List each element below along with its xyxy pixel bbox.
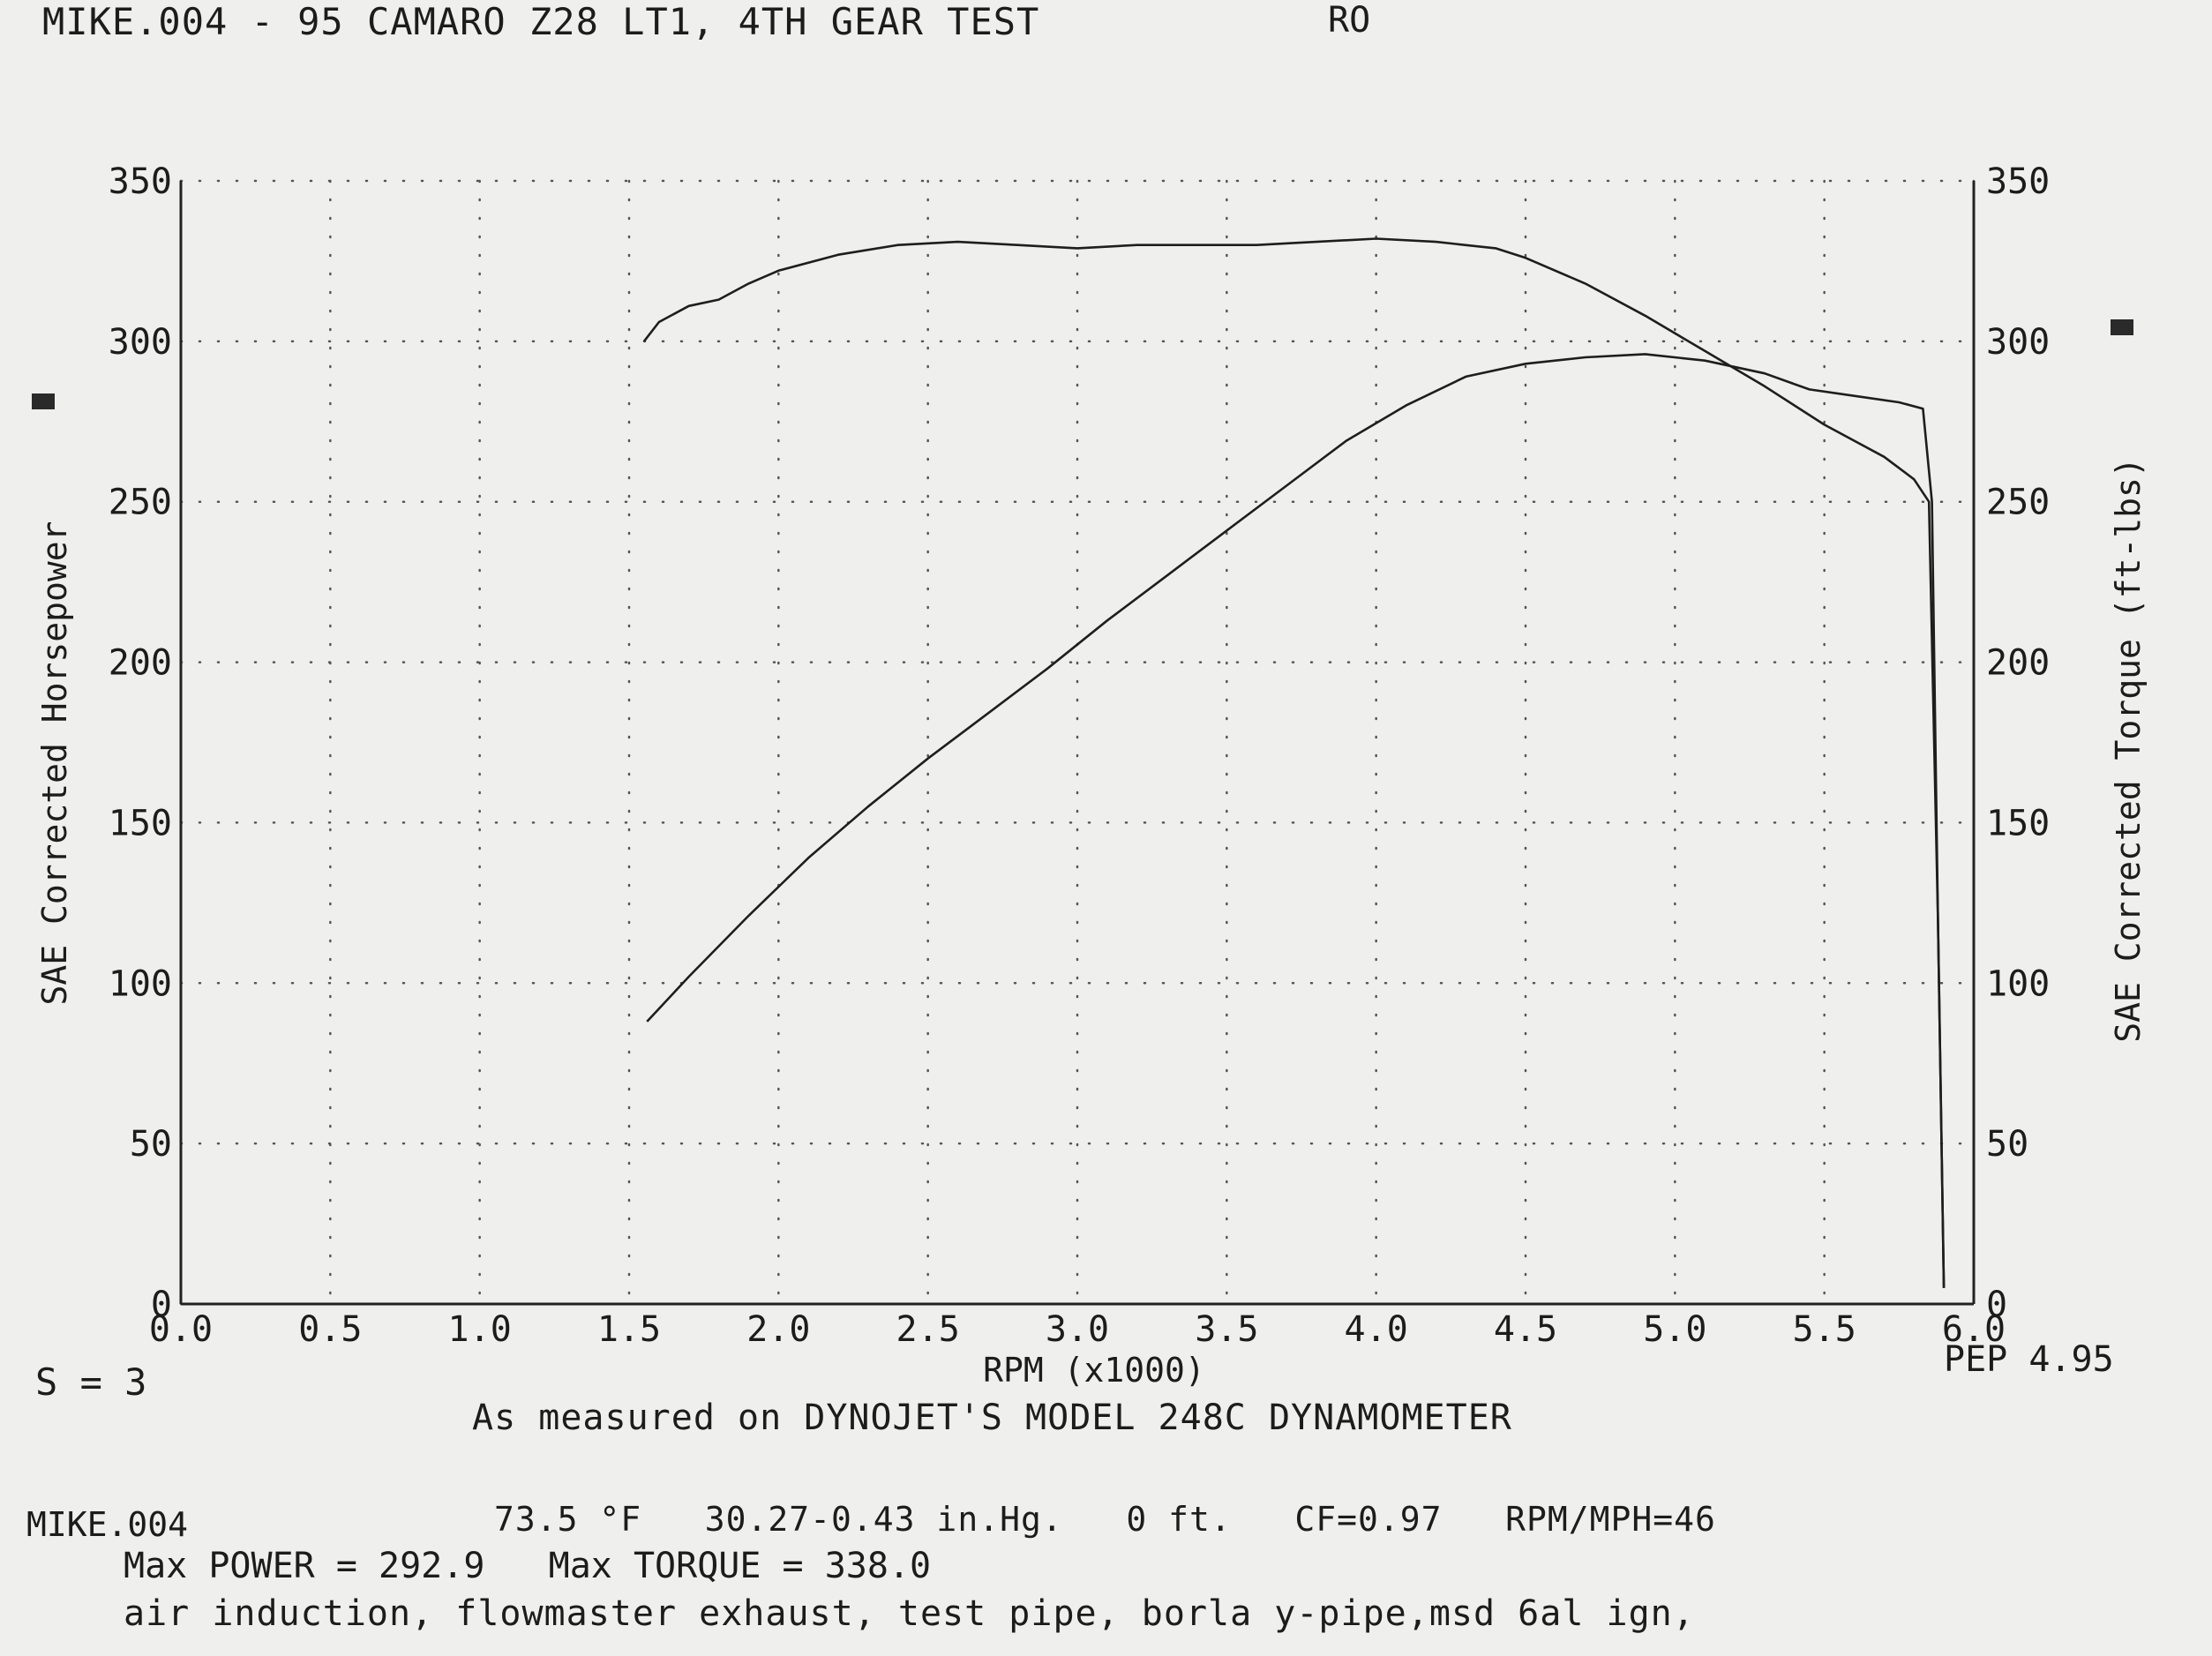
y-tick-label-left: 0 [151, 1285, 172, 1325]
run-id: MIKE.004 [26, 1505, 189, 1544]
x-tick-label: 0.0 [149, 1309, 213, 1350]
x-tick-label: 0.5 [298, 1309, 362, 1350]
horsepower-legend-marker [32, 393, 55, 409]
x-tick-label: 5.0 [1643, 1309, 1706, 1350]
y-tick-label-right: 150 [1986, 803, 2050, 843]
y-tick-label-left: 350 [109, 161, 172, 202]
x-tick-label: 2.5 [896, 1309, 960, 1350]
x-tick-label: 4.5 [1494, 1309, 1557, 1350]
y-tick-label-right: 300 [1986, 322, 2050, 363]
horsepower-curve [646, 353, 1946, 1288]
grid [179, 179, 1976, 1306]
x-tick-label: 2.0 [746, 1309, 810, 1350]
test-conditions: 73.5 °F 30.27-0.43 in.Hg. 0 ft. CF=0.97 … [494, 1500, 1716, 1539]
y-tick-label-right: 0 [1986, 1285, 2007, 1325]
y-axis-label-right: SAE Corrected Torque (ft-lbs) [2109, 457, 2148, 1042]
y-tick-label-left: 150 [109, 803, 172, 843]
max-values: Max POWER = 292.9 Max TORQUE = 338.0 [124, 1546, 932, 1586]
y-tick-label-right: 50 [1986, 1124, 2028, 1165]
axes [179, 181, 1976, 1306]
x-tick-label: 5.5 [1793, 1309, 1856, 1350]
y-tick-label-left: 250 [109, 483, 172, 523]
smoothing-value: S = 3 [35, 1360, 147, 1404]
x-axis-label: RPM (x1000) [983, 1351, 1205, 1390]
torque-legend-marker [2111, 319, 2133, 335]
modifications-list: air induction, flowmaster exhaust, test … [124, 1593, 1695, 1634]
x-tick-label: 4.0 [1345, 1309, 1408, 1350]
y-tick-label-right: 350 [1986, 161, 2050, 202]
y-tick-label-right: 100 [1986, 963, 2050, 1004]
x-tick-label: 3.0 [1046, 1309, 1109, 1350]
ticks: 0.0 0.5 1.0 1.5 2.0 2.5 3.0 3.5 4.0 4.5 5.0 5.5 6.00… [109, 161, 2051, 1350]
y-tick-label-left: 50 [130, 1124, 172, 1165]
series [642, 237, 1946, 1288]
x-tick-label: 6.0 [1942, 1309, 2006, 1350]
pep-value: PEP 4.95 [1944, 1339, 2114, 1380]
y-tick-label-right: 200 [1986, 643, 2050, 684]
chart-title: MIKE.004 - 95 CAMARO Z28 LT1, 4TH GEAR T… [42, 0, 1040, 43]
y-axis-label-left: SAE Corrected Horsepower [35, 521, 74, 1005]
y-tick-label-right: 250 [1986, 483, 2050, 523]
x-tick-label: 1.0 [448, 1309, 512, 1350]
y-tick-label-left: 100 [109, 963, 172, 1004]
y-tick-label-left: 300 [109, 322, 172, 363]
torque-curve [642, 237, 1946, 1288]
y-tick-label-left: 200 [109, 643, 172, 684]
x-tick-label: 1.5 [597, 1309, 661, 1350]
x-tick-label: 3.5 [1195, 1309, 1258, 1350]
dyno-note: As measured on DYNOJET'S MODEL 248C DYNA… [472, 1397, 1512, 1438]
header-code: RO [1328, 0, 1371, 41]
